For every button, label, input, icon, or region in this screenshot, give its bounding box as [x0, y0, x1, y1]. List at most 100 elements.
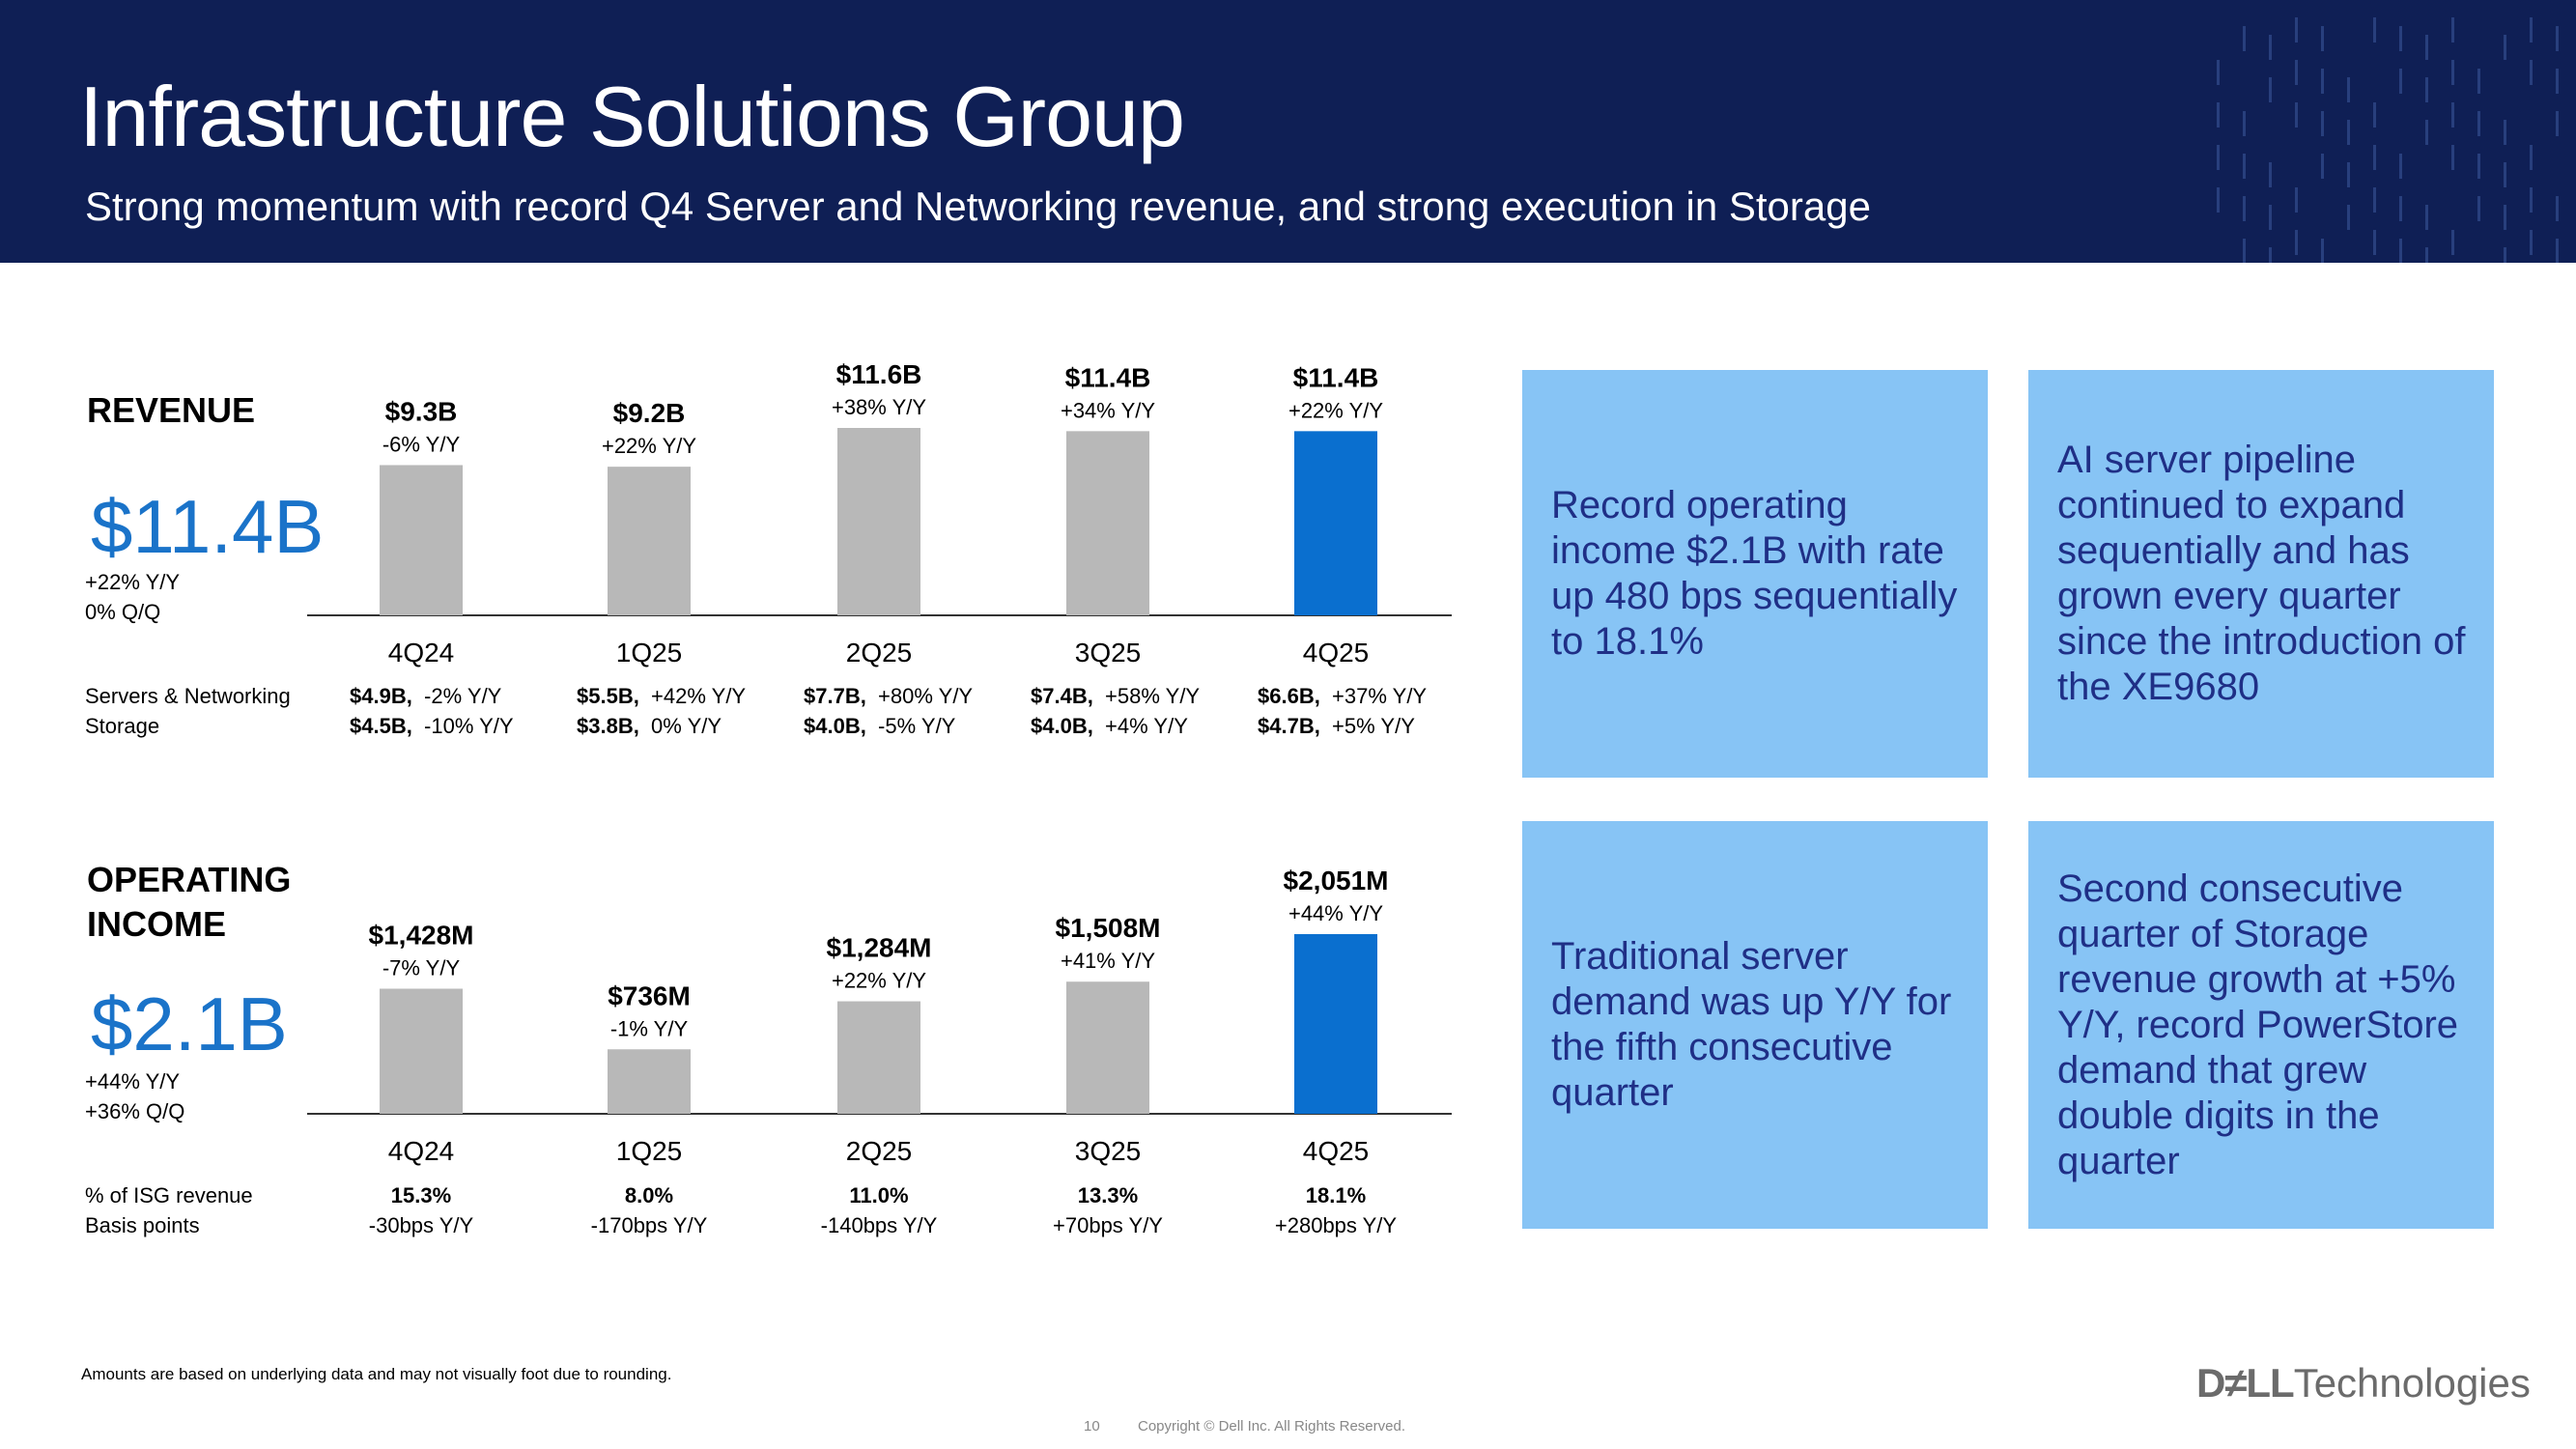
stripe-mark	[2425, 77, 2428, 102]
stripe-mark	[2556, 111, 2559, 136]
decorative-stripes	[2217, 17, 2559, 263]
yoy-label: +41% Y/Y	[1061, 949, 1155, 973]
category-label: 4Q25	[1303, 1136, 1370, 1166]
breakdown-cell: $3.8B, 0% Y/Y	[577, 714, 722, 738]
breakdown-cell: $4.0B, -5% Y/Y	[804, 714, 956, 738]
value-label: $1,428M	[369, 920, 474, 950]
stripe-mark	[2269, 247, 2272, 263]
stripe-mark	[2295, 17, 2298, 43]
stripe-mark	[2373, 102, 2376, 128]
stripe-mark	[2243, 111, 2246, 136]
yoy-label: +22% Y/Y	[832, 969, 926, 993]
row-label-servers-networking: Servers & Networking	[85, 684, 291, 708]
yoy-label: +22% Y/Y	[602, 434, 696, 458]
stripe-mark	[2504, 247, 2506, 263]
stripe-mark	[2530, 17, 2533, 43]
stripe-mark	[2373, 187, 2376, 213]
yoy-label: +22% Y/Y	[1288, 398, 1383, 422]
operating-income-change: +44% Y/Y +36% Q/Q	[85, 1069, 185, 1123]
dell-technologies-logo: D≠LLTechnologies	[2196, 1360, 2531, 1406]
row-label-pct-isg: % of ISG revenue	[85, 1183, 253, 1208]
stripe-mark	[2451, 145, 2454, 170]
page-title: Infrastructure Solutions Group	[79, 69, 1185, 164]
category-label: 2Q25	[846, 1136, 913, 1166]
yoy-label: -1% Y/Y	[610, 1016, 689, 1040]
stripe-mark	[2425, 35, 2428, 60]
value-label: $11.6B	[836, 359, 922, 389]
stripe-mark	[2295, 102, 2298, 128]
stripe-mark	[2295, 60, 2298, 85]
stripe-mark	[2530, 60, 2533, 85]
value-label: $9.2B	[613, 398, 686, 428]
bar-1Q25	[608, 467, 691, 615]
stripe-mark	[2530, 230, 2533, 255]
stripe-mark	[2425, 247, 2428, 263]
highlight-box-text: Record operating income $2.1B with rate …	[1551, 484, 1958, 663]
stripe-mark	[2321, 26, 2324, 51]
stripe-mark	[2295, 187, 2298, 213]
value-label: $9.3B	[385, 396, 458, 426]
yoy-label: +34% Y/Y	[1061, 398, 1155, 422]
stripe-mark	[2347, 162, 2350, 187]
stripe-mark	[2321, 111, 2324, 136]
category-label: 4Q25	[1303, 638, 1370, 668]
basis-points-cell: +70bps Y/Y	[1053, 1213, 1163, 1237]
page-number: 10	[1084, 1418, 1100, 1435]
yoy-label: -7% Y/Y	[382, 955, 461, 980]
footnote: Amounts are based on underlying data and…	[81, 1365, 672, 1383]
stripe-mark	[2243, 154, 2246, 179]
revenue-label: REVENUE	[87, 390, 256, 430]
yoy-label: +38% Y/Y	[832, 395, 926, 419]
bar-4Q25	[1294, 431, 1377, 615]
stripe-mark	[2347, 77, 2350, 102]
stripe-mark	[2451, 230, 2454, 255]
bar-2Q25	[837, 428, 920, 615]
stripe-mark	[2243, 196, 2246, 221]
pct-isg-cell: 15.3%	[390, 1183, 452, 1208]
value-label: $1,508M	[1056, 913, 1161, 943]
breakdown-cell: $4.7B, +5% Y/Y	[1258, 714, 1415, 738]
highlight-box-traditional-server: Traditional server demand was up Y/Y for…	[1522, 821, 1988, 1229]
stripe-mark	[2504, 120, 2506, 145]
revenue-big-value: $11.4B	[91, 484, 325, 569]
highlight-box-text: Second consecutive quarter of Storage re…	[2057, 867, 2459, 1182]
row-label-basis-points: Basis points	[85, 1213, 200, 1237]
value-label: $2,051M	[1284, 866, 1389, 895]
highlight-box-text: Traditional server demand was up Y/Y for…	[1551, 935, 1952, 1114]
bar-1Q25	[608, 1049, 691, 1114]
yoy-label: -6% Y/Y	[382, 432, 461, 456]
value-label: $1,284M	[827, 933, 932, 963]
stripe-mark	[2373, 145, 2376, 170]
breakdown-cell: $7.7B, +80% Y/Y	[804, 684, 974, 708]
stripe-mark	[2217, 145, 2220, 170]
bar-4Q24	[380, 988, 463, 1114]
stripe-mark	[2217, 187, 2220, 213]
highlight-box-text: AI server pipeline continued to expand s…	[2057, 439, 2466, 708]
stripe-mark	[2243, 239, 2246, 263]
stripe-mark	[2556, 69, 2559, 94]
stripe-mark	[2399, 69, 2402, 94]
bar-2Q25	[837, 1001, 920, 1114]
stripe-mark	[2556, 239, 2559, 263]
category-label: 1Q25	[616, 638, 683, 668]
stripe-mark	[2373, 230, 2376, 255]
stripe-mark	[2269, 162, 2272, 187]
stripe-mark	[2425, 205, 2428, 230]
stripe-mark	[2504, 35, 2506, 60]
stripe-mark	[2269, 205, 2272, 230]
stripe-mark	[2504, 205, 2506, 230]
highlight-box-storage: Second consecutive quarter of Storage re…	[2028, 821, 2494, 1229]
category-label: 3Q25	[1075, 638, 1142, 668]
value-label: $11.4B	[1293, 362, 1379, 392]
page-subtitle: Strong momentum with record Q4 Server an…	[85, 184, 1871, 229]
breakdown-cell: $4.5B, -10% Y/Y	[350, 714, 514, 738]
stripe-mark	[2451, 60, 2454, 85]
stripe-mark	[2425, 120, 2428, 145]
stripe-mark	[2399, 154, 2402, 179]
stripe-mark	[2556, 26, 2559, 51]
header-banner: Infrastructure Solutions Group Strong mo…	[0, 0, 2576, 263]
copyright: Copyright © Dell Inc. All Rights Reserve…	[1138, 1418, 1405, 1435]
stripe-mark	[2347, 205, 2350, 230]
